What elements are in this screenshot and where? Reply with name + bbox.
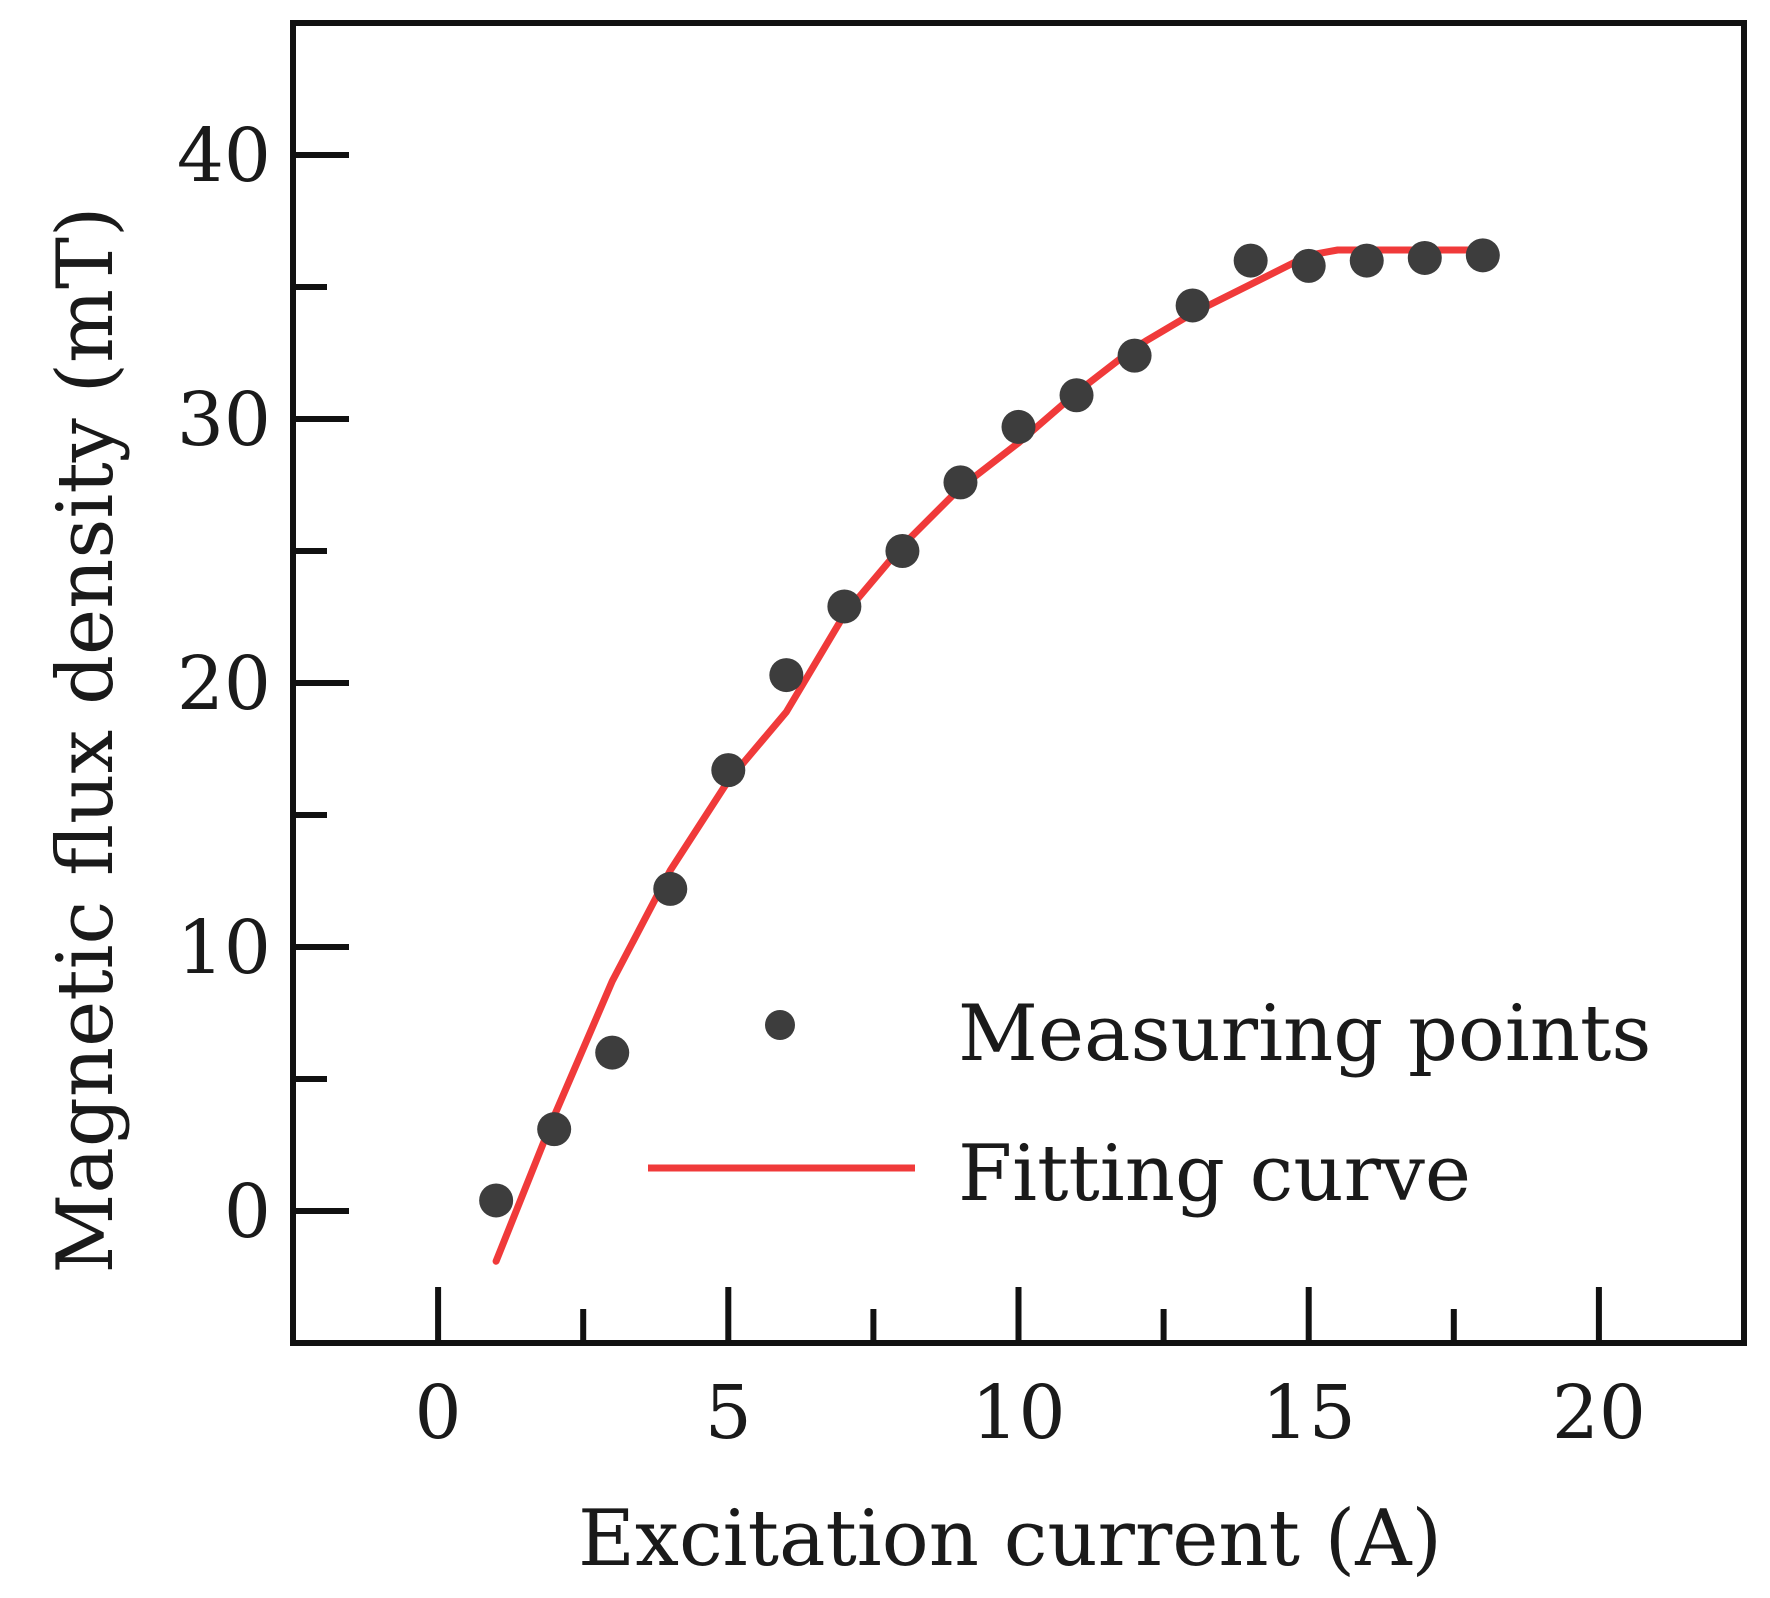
measuring-point-17 — [1407, 240, 1442, 275]
measuring-point-10 — [1001, 409, 1036, 444]
measuring-point-1 — [479, 1183, 514, 1218]
y-axis-title: Magnetic flux density (mT) — [41, 207, 131, 1274]
y-tick-label-40: 40 — [177, 113, 271, 199]
legend-label-measuring-points: Measuring points — [958, 989, 1651, 1079]
measuring-point-8 — [885, 534, 920, 568]
fitting-curve-layer — [492, 246, 1487, 1265]
x-tick-label-0: 0 — [415, 1370, 462, 1456]
measuring-point-6 — [769, 658, 804, 693]
legend: Measuring points Fitting curve — [648, 989, 1651, 1219]
measuring-point-13 — [1175, 288, 1210, 323]
measuring-point-15 — [1291, 248, 1326, 283]
x-tick-label-20: 20 — [1552, 1370, 1646, 1456]
measuring-point-3 — [595, 1035, 630, 1070]
measuring-point-12 — [1117, 338, 1152, 373]
y-tick-label-30: 30 — [177, 377, 271, 463]
y-tick-label-10: 10 — [177, 905, 271, 991]
measuring-point-14 — [1233, 243, 1268, 278]
legend-marker-measuring-points — [765, 1010, 795, 1040]
y-tick-label-0: 0 — [224, 1169, 271, 1255]
x-axis: 0 5 10 15 20 — [415, 1287, 1646, 1456]
x-axis-title: Excitation current (A) — [578, 1494, 1442, 1584]
measuring-point-7 — [827, 589, 862, 624]
measuring-point-2 — [537, 1112, 572, 1147]
y-tick-label-20: 20 — [177, 641, 271, 727]
legend-label-fitting-curve: Fitting curve — [958, 1129, 1471, 1219]
measuring-point-9 — [943, 465, 978, 500]
x-tick-label-5: 5 — [705, 1370, 752, 1456]
measuring-point-4 — [653, 871, 688, 906]
measuring-point-16 — [1349, 243, 1384, 278]
x-tick-label-10: 10 — [971, 1370, 1065, 1456]
measuring-points-layer — [479, 238, 1500, 1218]
fitting-curve-line — [492, 246, 1487, 1265]
measuring-point-18 — [1465, 238, 1500, 273]
x-tick-label-15: 15 — [1262, 1370, 1356, 1456]
y-axis: 0 10 20 30 40 — [177, 113, 349, 1255]
measuring-point-11 — [1059, 378, 1094, 413]
measuring-point-5 — [711, 753, 746, 788]
